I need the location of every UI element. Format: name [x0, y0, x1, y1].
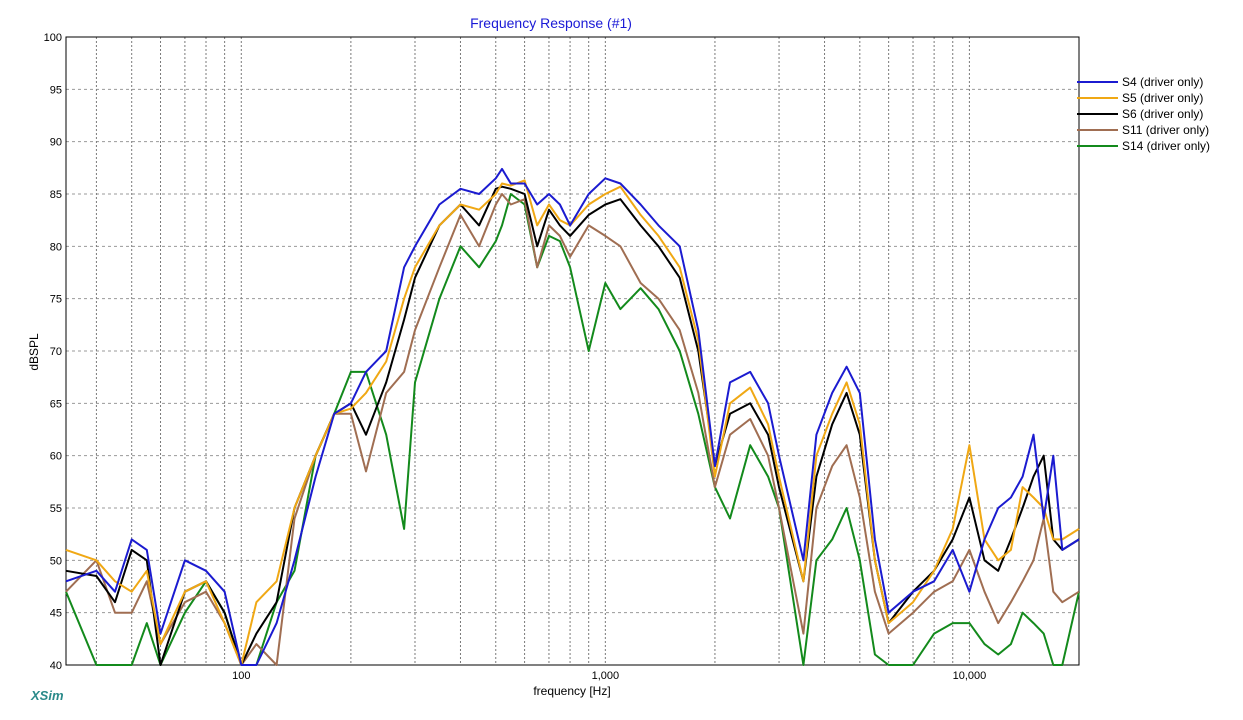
y-tick-label: 90	[50, 137, 62, 149]
y-tick-label: 65	[50, 398, 62, 410]
xsim-watermark: XSim	[30, 688, 64, 703]
x-tick-label: 1,000	[592, 670, 620, 682]
legend-label-s6[interactable]: S6 (driver only)	[1122, 107, 1203, 121]
y-tick-label: 70	[50, 346, 62, 358]
series-line-s4	[65, 167, 1080, 666]
y-tick-label: 45	[50, 608, 62, 620]
y-tick-label: 75	[50, 294, 62, 306]
series-line-s6	[65, 185, 1080, 666]
y-tick-label: 95	[50, 84, 62, 96]
series-line-s5	[65, 179, 1080, 666]
y-tick-label: 60	[50, 451, 62, 463]
y-tick-label: 80	[50, 241, 62, 253]
chart-title: Frequency Response (#1)	[470, 15, 632, 31]
series-line-s14	[65, 193, 1080, 666]
grid-layer	[66, 37, 1079, 665]
legend[interactable]: S4 (driver only) S5 (driver only) S6 (driv…	[1077, 75, 1210, 153]
y-tick-labels: 40 45 50 55 60 65 70 75 80 85 90 95 100	[44, 32, 62, 672]
y-tick-label: 100	[44, 32, 62, 44]
series-layer	[65, 167, 1080, 666]
legend-label-s4[interactable]: S4 (driver only)	[1122, 75, 1203, 89]
legend-label-s11[interactable]: S11 (driver only)	[1122, 123, 1209, 137]
x-tick-label: 10,000	[953, 670, 987, 682]
legend-label-s14[interactable]: S14 (driver only)	[1122, 139, 1210, 153]
y-tick-label: 50	[50, 555, 62, 567]
x-axis-label: frequency [Hz]	[533, 684, 610, 698]
y-tick-label: 85	[50, 189, 62, 201]
legend-label-s5[interactable]: S5 (driver only)	[1122, 91, 1203, 105]
x-tick-labels: 100 1,000 10,000	[232, 670, 986, 682]
y-tick-label: 55	[50, 503, 62, 515]
x-tick-label: 100	[232, 670, 250, 682]
plot-frame	[65, 36, 1080, 666]
y-axis-label: dBSPL	[27, 333, 41, 371]
y-tick-label: 40	[50, 660, 62, 672]
